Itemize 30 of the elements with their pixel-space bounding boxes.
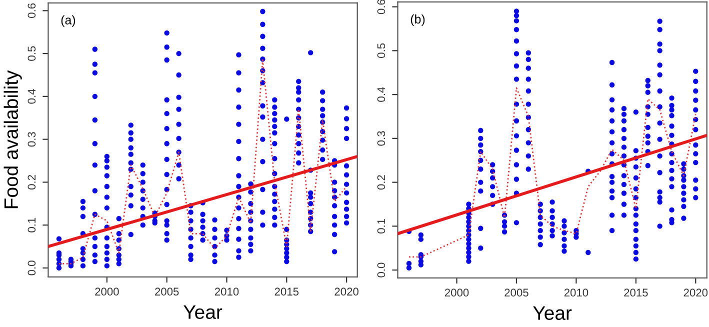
- y-tick-label: 0.2: [28, 175, 36, 190]
- x-axis-title: Year: [533, 306, 572, 320]
- x-tick-label: 2015: [624, 288, 648, 297]
- x-tick-label: 2020: [334, 288, 358, 296]
- annotation: (a): [61, 15, 76, 27]
- y-tick-label: 0.4: [377, 87, 386, 102]
- y-tick-label: 0.4: [28, 89, 36, 104]
- x-tick-label: 2005: [504, 288, 528, 297]
- y-axis-title: Food availability: [4, 70, 22, 208]
- x-axis-title: Year: [184, 305, 222, 319]
- x-tick-label: 2000: [95, 288, 119, 296]
- y-tick-label: 0.6: [28, 3, 36, 18]
- line-series: [408, 87, 696, 258]
- x-tick-label: 2020: [684, 288, 708, 297]
- y-tick-label: 0.6: [377, 0, 386, 14]
- y-tick-label: 0.0: [28, 260, 36, 276]
- x-tick-label: 2015: [274, 288, 299, 296]
- y-tick-label: 0.3: [28, 132, 36, 147]
- y-tick-label: 0.2: [377, 175, 386, 190]
- x-tick-label: 2010: [564, 288, 588, 297]
- x-tick-label: 2000: [444, 288, 469, 297]
- x-tick-label: 2005: [155, 288, 179, 296]
- y-tick-label: 0.1: [28, 218, 36, 232]
- y-tick-label: 0.1: [377, 218, 386, 234]
- x-tick-label: 2010: [214, 288, 239, 296]
- y-tick-label: 0.5: [28, 46, 36, 61]
- annotation: (b): [410, 14, 425, 26]
- y-tick-label: 0.3: [377, 131, 386, 146]
- y-tick-label: 0.5: [377, 43, 386, 58]
- y-tick-label: 0.0: [377, 262, 386, 278]
